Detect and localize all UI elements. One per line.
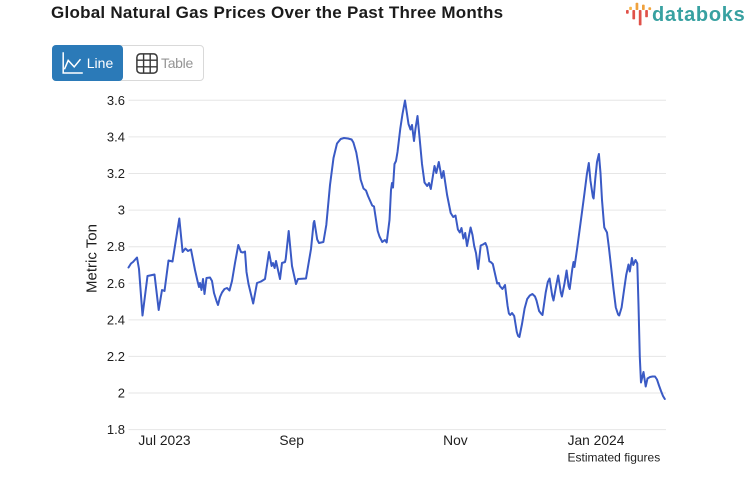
svg-text:Sep: Sep [279,433,304,448]
svg-text:3.4: 3.4 [107,129,125,144]
svg-text:3.2: 3.2 [107,166,125,181]
svg-text:Nov: Nov [443,433,468,448]
svg-text:3: 3 [118,203,125,218]
svg-text:3.6: 3.6 [107,93,125,108]
svg-text:2.2: 2.2 [107,349,125,364]
svg-text:Estimated figures: Estimated figures [568,451,661,465]
svg-text:Jan 2024: Jan 2024 [568,433,625,448]
svg-text:2.8: 2.8 [107,239,125,254]
svg-text:1.8: 1.8 [107,422,125,437]
svg-text:2: 2 [118,386,125,401]
svg-text:2.6: 2.6 [107,276,125,291]
svg-text:2.4: 2.4 [107,312,125,327]
svg-text:Jul 2023: Jul 2023 [138,433,190,448]
svg-text:Metric Ton: Metric Ton [83,224,100,293]
